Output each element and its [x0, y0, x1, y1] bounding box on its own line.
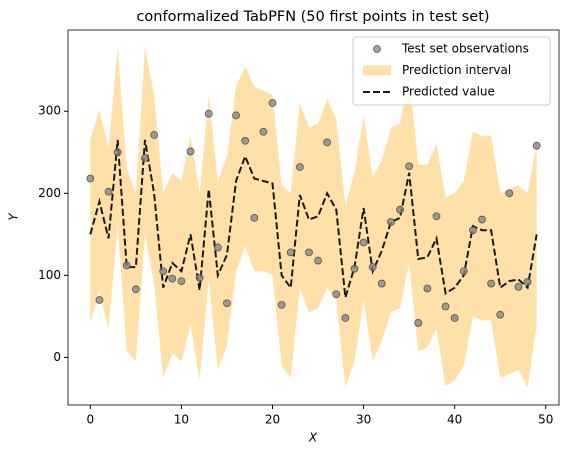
- observation-point: [250, 214, 259, 222]
- y-tick-label: 200: [38, 186, 61, 200]
- observation-point: [377, 279, 386, 288]
- observation-point: [195, 273, 204, 282]
- observation-point: [122, 261, 131, 270]
- observation-point: [496, 310, 505, 319]
- observation-point: [478, 215, 486, 224]
- observation-point: [359, 238, 368, 247]
- y-tick-label: 300: [38, 104, 61, 118]
- observation-point: [414, 319, 423, 327]
- observation-point: [213, 243, 222, 252]
- observation-point: [405, 162, 414, 171]
- observation-point: [332, 290, 341, 299]
- observation-point: [450, 314, 459, 322]
- observation-point: [469, 226, 477, 235]
- observation-point: [113, 148, 122, 157]
- predicted-line: [89, 139, 538, 298]
- observation-point: [514, 282, 523, 291]
- observation-point: [459, 267, 468, 276]
- legend-label: Test set observations: [401, 42, 529, 56]
- x-tick-label: 20: [265, 413, 280, 427]
- legend-swatch: [363, 65, 391, 76]
- observation-point: [95, 296, 104, 304]
- observation-point: [286, 248, 295, 257]
- legend-label: Prediction interval: [402, 63, 511, 77]
- observation-point: [232, 111, 240, 120]
- observation-point: [131, 285, 140, 294]
- observation-point: [523, 278, 532, 286]
- observation-point: [487, 279, 496, 288]
- x-tick-label: 50: [538, 413, 553, 427]
- x-tick-label: 0: [86, 413, 94, 427]
- observation-point: [150, 131, 158, 139]
- observation-point: [314, 256, 322, 265]
- observation-point: [432, 212, 441, 221]
- observation-point: [368, 263, 377, 272]
- y-tick-label: 0: [53, 350, 61, 364]
- chart-title: conformalized TabPFN (50 first points in…: [136, 9, 489, 25]
- observation-point: [423, 284, 432, 293]
- observation-point: [159, 267, 168, 276]
- observation-point: [396, 205, 404, 214]
- observation-point: [505, 189, 514, 198]
- observation-point: [204, 109, 213, 118]
- observation-point: [241, 136, 250, 145]
- observation-point: [168, 274, 177, 283]
- observation-point: [295, 163, 304, 171]
- observation-point: [323, 138, 332, 147]
- observation-point: [387, 218, 395, 226]
- observation-point: [268, 99, 277, 107]
- x-axis-label: X: [308, 431, 318, 445]
- observation-point: [223, 299, 231, 308]
- y-axis-label: Y: [7, 212, 21, 221]
- observation-point: [259, 127, 268, 136]
- observation-point: [341, 314, 350, 322]
- x-tick-label: 40: [447, 413, 462, 427]
- observation-point: [186, 147, 195, 156]
- observation-point: [350, 264, 359, 273]
- legend: Test set observations Prediction interva…: [352, 36, 551, 106]
- observation-point: [441, 302, 450, 311]
- observation-point: [277, 300, 286, 309]
- observation-point: [177, 277, 186, 285]
- observation-point: [141, 154, 149, 162]
- observation-point: [86, 174, 95, 183]
- observation-point: [104, 187, 113, 196]
- legend-box: [352, 36, 551, 106]
- observation-point: [532, 141, 541, 150]
- observation-point: [305, 248, 313, 257]
- plot-frame: [67, 29, 560, 406]
- x-tick-label: 30: [356, 413, 371, 427]
- legend-marker: [373, 45, 381, 53]
- y-tick-label: 100: [38, 268, 61, 282]
- legend-label: Predicted value: [402, 85, 495, 99]
- x-tick-label: 10: [174, 413, 189, 427]
